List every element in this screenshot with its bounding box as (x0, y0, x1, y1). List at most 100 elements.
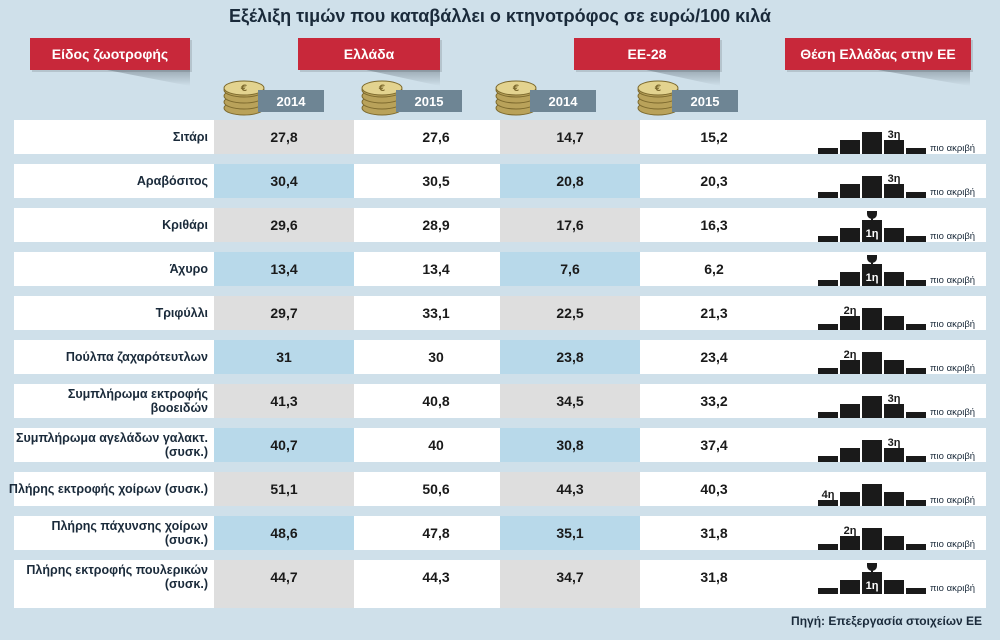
rank-label: 3η (888, 129, 901, 141)
header-rank: Θέση Ελλάδας στην ΕΕ (785, 38, 971, 70)
price-cell-gr2015: 40,8 (422, 393, 450, 409)
rank-podium: 2η πιο ακριβή (818, 340, 978, 374)
price-cell-gr2014: 51,1 (270, 481, 298, 497)
podium-step (862, 440, 882, 462)
row-highlight (214, 428, 354, 462)
podium-step (906, 236, 926, 242)
row-highlight (214, 516, 354, 550)
price-cell-eu2015: 31,8 (700, 525, 728, 541)
table-row: Αραβόσιτος 30,4 30,5 20,8 20,3 3η πιο ακριβή (14, 164, 986, 198)
podium-step (884, 228, 904, 242)
price-cell-gr2014: 30,4 (270, 173, 298, 189)
price-cell-gr2014: 40,7 (270, 437, 298, 453)
header-shadow (107, 70, 190, 86)
podium-step (884, 404, 904, 418)
row-highlight (500, 516, 640, 550)
price-cell-gr2015: 50,6 (422, 481, 450, 497)
price-cell-eu2015: 6,2 (704, 261, 724, 277)
price-cell-gr2014: 29,6 (270, 217, 298, 233)
podium-step (818, 236, 838, 242)
feed-type-label: Συμπλήρωμα εκτροφής βοοειδών (67, 387, 208, 415)
row-separator (14, 506, 986, 516)
podium-step (818, 368, 838, 374)
feed-type-label: Πλήρης εκτροφής χοίρων (συσκ.) (8, 482, 208, 496)
price-cell-gr2014: 41,3 (270, 393, 298, 409)
podium-step (884, 360, 904, 374)
price-cell-gr2015: 44,3 (422, 569, 450, 585)
row-highlight (214, 252, 354, 286)
rank-caption: πιο ακριβή (930, 583, 975, 594)
rank-caption: πιο ακριβή (930, 231, 975, 242)
row-highlight (500, 428, 640, 462)
price-cell-gr2014: 29,7 (270, 305, 298, 321)
podium-step (906, 192, 926, 198)
rank-podium: 3η πιο ακριβή (818, 120, 978, 154)
rank-podium: 3η πιο ακριβή (818, 164, 978, 198)
podium-step (906, 368, 926, 374)
podium-step (818, 324, 838, 330)
price-cell-gr2015: 13,4 (422, 261, 450, 277)
year-label: 2014 (530, 90, 596, 112)
price-cell-eu2015: 33,2 (700, 393, 728, 409)
rank-podium: 1η πιο ακριβή (818, 252, 978, 286)
podium-step (884, 272, 904, 286)
header-greece: Ελλάδα (298, 38, 440, 70)
price-cell-eu2014: 35,1 (556, 525, 584, 541)
feed-type-label: Πούλπα ζαχαρότευτλων (65, 350, 208, 364)
svg-text:€: € (378, 84, 385, 94)
podium-step (840, 316, 860, 330)
table-row: Σιτάρι 27,8 27,6 14,7 15,2 3η πιο ακριβή (14, 120, 986, 154)
podium-step (862, 132, 882, 154)
coin-stack-icon: € (220, 78, 268, 118)
price-cell-gr2015: 47,8 (422, 525, 450, 541)
podium-step (840, 404, 860, 418)
row-separator (14, 286, 986, 296)
podium-step (818, 588, 838, 594)
rank-caption: πιο ακριβή (930, 363, 975, 374)
row-separator (14, 418, 986, 428)
price-cell-eu2014: 14,7 (556, 129, 584, 145)
table-row: Τριφύλλι 29,7 33,1 22,5 21,3 2η πιο ακριβή (14, 296, 986, 330)
podium-step (862, 572, 882, 594)
podium-step (862, 176, 882, 198)
podium-step (884, 448, 904, 462)
price-cell-gr2015: 28,9 (422, 217, 450, 233)
price-cell-eu2014: 7,6 (560, 261, 580, 277)
rank-label: 1η (866, 580, 879, 592)
year-label: 2014 (258, 90, 324, 112)
trophy-icon (867, 211, 877, 221)
row-separator (14, 154, 986, 164)
price-cell-gr2014: 13,4 (270, 261, 298, 277)
price-cell-gr2015: 27,6 (422, 129, 450, 145)
podium-step (906, 456, 926, 462)
podium-step (906, 412, 926, 418)
price-cell-eu2014: 23,8 (556, 349, 584, 365)
podium-step (862, 528, 882, 550)
price-cell-gr2014: 27,8 (270, 129, 298, 145)
podium-step (906, 148, 926, 154)
rank-caption: πιο ακριβή (930, 187, 975, 198)
coin-stack-icon: € (492, 78, 540, 118)
header-product: Είδος ζωοτροφής (30, 38, 190, 70)
podium-step (818, 192, 838, 198)
podium-step (884, 536, 904, 550)
rank-caption: πιο ακριβή (930, 539, 975, 550)
rank-podium: 1η πιο ακριβή (818, 208, 978, 242)
price-cell-eu2014: 34,5 (556, 393, 584, 409)
price-cell-eu2014: 20,8 (556, 173, 584, 189)
svg-text:€: € (512, 84, 519, 94)
podium-step (862, 308, 882, 330)
rank-label: 1η (866, 228, 879, 240)
price-cell-gr2015: 30,5 (422, 173, 450, 189)
rank-caption: πιο ακριβή (930, 275, 975, 286)
rank-podium: 1η πιο ακριβή (818, 560, 978, 594)
row-separator (14, 550, 986, 560)
podium-step (818, 456, 838, 462)
price-table: Σιτάρι 27,8 27,6 14,7 15,2 3η πιο ακριβή Αραβόσ… (9, 120, 986, 608)
podium-step (862, 352, 882, 374)
table-row: Άχυρο 13,4 13,4 7,6 6,2 1η πιο ακριβή (14, 252, 986, 286)
table-row: Συμπλήρωμα εκτροφής βοοειδών 41,3 40,8 34,5… (14, 384, 986, 418)
header-shadow (878, 70, 970, 86)
podium-step (906, 500, 926, 506)
header-rank-label: Θέση Ελλάδας στην ΕΕ (800, 46, 956, 62)
